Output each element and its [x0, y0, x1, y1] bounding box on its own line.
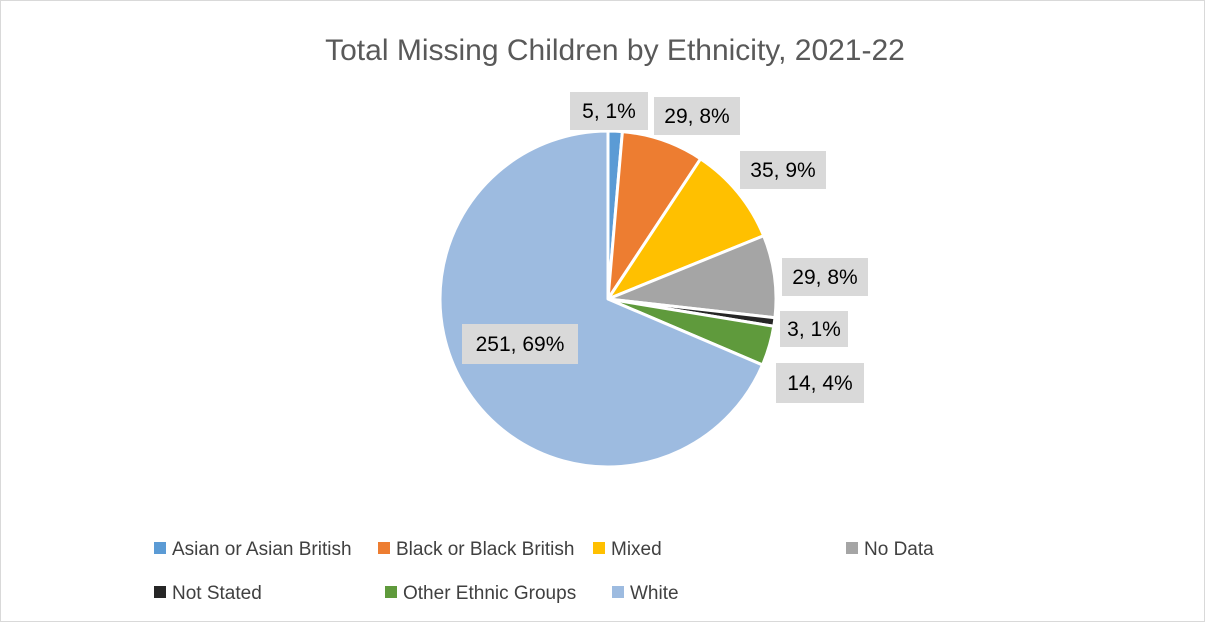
data-label-box: [462, 324, 578, 364]
data-label-text: 29, 8%: [664, 105, 729, 128]
data-label-no-data: 29, 8%: [782, 258, 868, 296]
data-label-box: [570, 92, 648, 130]
data-label-white: 251, 69%: [462, 324, 578, 364]
data-label-black-or-black-british: 29, 8%: [654, 97, 740, 135]
data-label-box: [740, 151, 826, 189]
data-label-text: 29, 8%: [792, 266, 857, 289]
data-labels: 5, 1% 29, 8% 35, 9% 29, 8% 3, 1% 14, 4% 251, 6…: [462, 92, 868, 403]
legend-item-not-stated: Not Stated: [154, 583, 262, 604]
legend-swatch: [846, 542, 858, 554]
legend-label: No Data: [864, 539, 934, 560]
data-label-other-ethnic-groups: 14, 4%: [776, 363, 864, 403]
legend-item-white: White: [612, 583, 679, 604]
data-label-box: [780, 311, 848, 347]
legend-swatch: [154, 586, 166, 598]
chart-title: Total Missing Children by Ethnicity, 202…: [325, 34, 905, 67]
legend-label: White: [630, 583, 679, 604]
pie-slice-mixed: [606, 157, 766, 301]
legend-item-no-data: No Data: [846, 539, 934, 560]
legend-swatch: [593, 542, 605, 554]
data-label-not-stated: 3, 1%: [780, 311, 848, 347]
legend-label: Not Stated: [172, 583, 262, 604]
data-label-box: [654, 97, 740, 135]
data-label-text: 251, 69%: [476, 333, 565, 356]
legend-swatch: [154, 542, 166, 554]
data-label-mixed: 35, 9%: [740, 151, 826, 189]
legend-swatch: [612, 586, 624, 598]
data-label-text: 3, 1%: [787, 318, 841, 341]
legend-label: Mixed: [611, 539, 662, 560]
data-label-text: 35, 9%: [750, 159, 815, 182]
legend-item-black-or-black-british: Black or Black British: [378, 539, 574, 560]
legend: Asian or Asian British Black or Black Bri…: [154, 539, 934, 604]
legend-item-other-ethnic-groups: Other Ethnic Groups: [385, 583, 576, 604]
pie-slices: [438, 129, 778, 469]
legend-label: Black or Black British: [396, 539, 574, 560]
data-label-text: 14, 4%: [787, 372, 852, 395]
data-label-box: [776, 363, 864, 403]
legend-label: Other Ethnic Groups: [403, 583, 576, 604]
data-label-text: 5, 1%: [582, 100, 636, 123]
legend-swatch: [385, 586, 397, 598]
legend-item-mixed: Mixed: [593, 539, 662, 560]
legend-swatch: [378, 542, 390, 554]
data-label-box: [782, 258, 868, 296]
pie-slice-white: [438, 129, 765, 469]
data-label-asian-or-asian-british: 5, 1%: [570, 92, 648, 130]
legend-item-asian-or-asian-british: Asian or Asian British: [154, 539, 352, 560]
legend-label: Asian or Asian British: [172, 539, 352, 560]
